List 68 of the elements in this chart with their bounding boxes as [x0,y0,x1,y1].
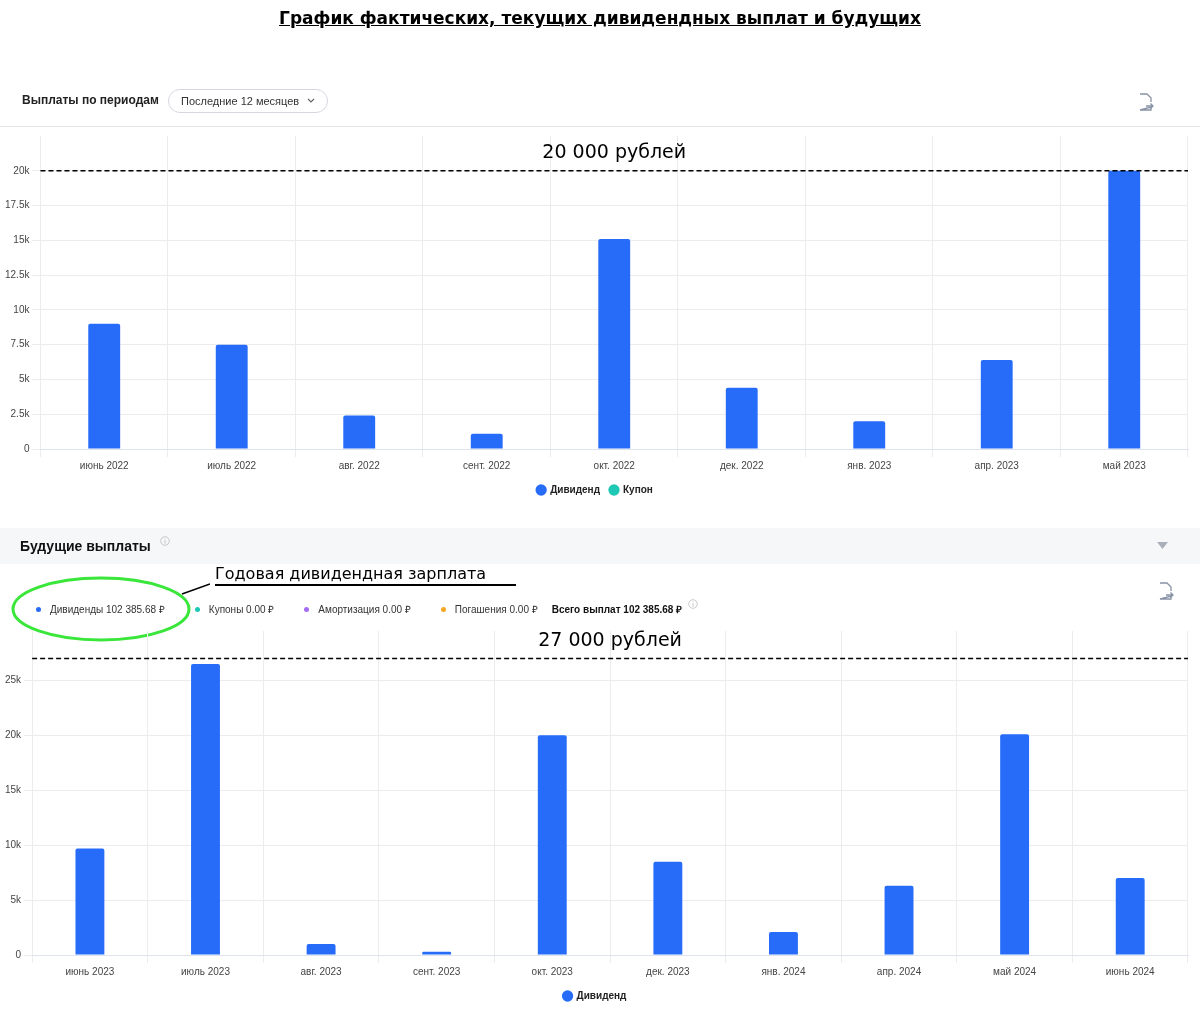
legend-label: Купон [623,483,653,495]
y-tick-label: 12.5k [4,268,31,280]
bar [725,387,758,449]
y-tick-label: 15k [13,234,31,246]
bar [422,951,452,955]
x-tick-label: июль 2022 [207,459,257,471]
text: Амортизация 0.00 ₽ [318,603,411,616]
legend-label: Дивиденд [576,989,628,1001]
x-tick-label: янв. 2024 [761,965,806,977]
bar [884,885,914,955]
bar [306,944,336,955]
y-tick-label: 15k [5,784,23,795]
bar [75,848,105,955]
x-tick-label: июль 2023 [181,965,231,977]
x-tick-label: окт. 2022 [593,459,636,471]
chart-subtitle: Выплаты по периодам [22,93,159,107]
y-tick-label: 7.5k [10,338,31,350]
y-tick-label: 20k [5,729,23,741]
text: Купоны 0.00 ₽ [208,603,275,616]
chart-title: Будущие выплаты [20,538,151,554]
bar [215,344,248,449]
bar [598,238,631,449]
x-tick-label: сент. 2023 [413,965,461,977]
bar [88,323,121,449]
x-tick-label: авг. 2023 [300,965,343,977]
text: Дивиденды 102 385.68 ₽ [50,603,165,616]
x-tick-label: июнь 2024 [1105,965,1156,977]
x-tick-label: янв. 2023 [847,459,892,471]
text: Годовая дивидендная зарплата [215,564,517,586]
bar [343,415,376,449]
x-tick-label: дек. 2023 [646,965,691,977]
bar [1000,734,1030,955]
y-tick-label: 5k [18,373,31,385]
x-tick-label: июнь 2023 [65,965,115,977]
y-tick-label: 0 [15,948,22,960]
bar [1115,878,1145,955]
y-tick-label: 10k [5,838,23,850]
ref-line-label: 20 000 рублей [542,140,687,163]
chart-title: График фактических, текущих дивидендных выплат и будущих [278,8,922,28]
bar [1108,170,1141,449]
text: Погашения 0.00 ₽ [454,603,538,616]
bar [191,663,220,955]
x-tick-label: май 2023 [1102,459,1147,471]
text: Последние 12 месяцев [181,95,300,107]
x-tick-label: дек. 2022 [719,459,764,471]
text: Всего выплат 102 385.68 ₽ [551,603,683,616]
x-tick-label: сент. 2022 [463,459,511,471]
bar [853,421,886,449]
legend-label: Дивиденд [550,483,601,495]
x-tick-label: апр. 2024 [876,965,922,977]
y-tick-label: 10k [13,303,31,315]
bar [537,735,567,955]
x-tick-label: июнь 2022 [79,459,130,471]
bar [470,433,503,449]
x-tick-label: май 2024 [993,965,1037,977]
x-tick-label: окт. 2023 [531,965,574,977]
y-tick-label: 25k [5,674,23,686]
y-tick-label: 2.5k [10,407,31,419]
y-tick-label: 5k [10,893,23,905]
ref-line-label: 27 000 рублей [538,627,682,650]
bar [653,861,683,955]
x-tick-label: апр. 2023 [974,459,1020,471]
y-tick-label: 17.5k [4,199,31,211]
x-tick-label: авг. 2022 [338,459,381,471]
bar [769,931,798,955]
bar [980,359,1013,449]
y-tick-label: 20k [13,164,31,176]
y-tick-label: 0 [23,442,30,454]
